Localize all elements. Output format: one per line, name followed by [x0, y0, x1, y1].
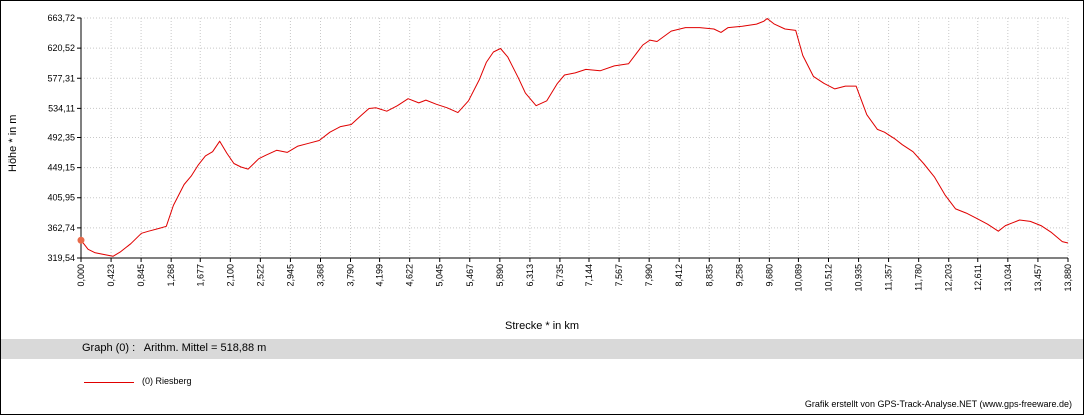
y-tick-label: 577,31 — [47, 73, 75, 83]
x-tick-label: 12,203 — [944, 264, 954, 292]
x-tick-label: 3,790 — [346, 264, 356, 287]
series-layer — [77, 18, 1069, 257]
grid-layer — [80, 17, 1069, 259]
x-tick-label: 2,522 — [255, 264, 265, 287]
y-tick-label: 319,54 — [47, 253, 75, 263]
x-tick-label: 5,467 — [465, 264, 475, 287]
x-tick-label: 7,990 — [644, 264, 654, 287]
axis-layer — [77, 17, 1069, 262]
stats-text: Graph (0) : Arithm. Mittel = 518,88 m — [82, 342, 267, 354]
x-tick-label: 4,199 — [375, 264, 385, 287]
x-tick-label: 10,935 — [854, 264, 864, 292]
x-tick-label: 12,611 — [973, 264, 983, 291]
legend-swatch — [84, 382, 134, 383]
y-tick-label: 362,74 — [47, 223, 75, 233]
x-tick-label: 8,412 — [674, 264, 684, 287]
x-tick-label: 2,945 — [285, 264, 295, 287]
x-tick-label: 5,045 — [435, 264, 445, 287]
x-tick-label: 4,622 — [405, 264, 415, 287]
x-tick-label: 1,677 — [195, 264, 205, 287]
x-tick-label: 2,100 — [225, 264, 235, 287]
y-tick-label: 405,95 — [47, 193, 75, 203]
x-tick-label: 0,423 — [106, 264, 116, 287]
x-tick-label: 13,457 — [1033, 264, 1043, 292]
x-tick-label: 7,144 — [584, 264, 594, 287]
x-tick-label: 13,034 — [1003, 264, 1013, 292]
x-tick-label: 10,089 — [793, 264, 803, 292]
x-tick-label: 3,368 — [315, 264, 325, 287]
x-tick-label: 6,313 — [525, 264, 535, 287]
tick-labels: 319,54 362,74 405,95 449,15 492,35 534,11 577,… — [47, 13, 1073, 292]
y-axis-label: Höhe * in m — [7, 114, 19, 172]
x-tick-label: 11,780 — [914, 264, 924, 291]
x-tick-label: 6,735 — [555, 264, 565, 287]
x-tick-label: 9,680 — [764, 264, 774, 287]
x-tick-label: 5,890 — [495, 264, 505, 287]
stats-bar: Graph (0) : Arithm. Mittel = 518,88 m — [1, 339, 1083, 359]
x-tick-label: 13,880 — [1063, 264, 1073, 292]
y-tick-label: 449,15 — [47, 163, 75, 173]
x-tick-label: 7,567 — [614, 264, 624, 287]
x-tick-label: 0,000 — [76, 264, 86, 287]
x-tick-label: 0,845 — [136, 264, 146, 287]
x-tick-label: 10,512 — [824, 264, 834, 292]
x-axis-label: Strecke * in km — [505, 320, 579, 332]
x-tick-label: 9,258 — [734, 264, 744, 287]
start-marker — [77, 236, 85, 244]
y-tick-label: 492,35 — [47, 132, 75, 142]
x-tick-label: 1,268 — [166, 264, 176, 287]
y-tick-label: 663,72 — [47, 13, 75, 23]
x-tick-label: 11,357 — [884, 264, 894, 291]
series-line — [80, 18, 1069, 257]
legend-label: (0) Riesberg — [142, 376, 192, 386]
x-tick-label: 8,835 — [704, 264, 714, 287]
credit-text: Grafik erstellt von GPS-Track-Analyse.NE… — [804, 399, 1072, 409]
y-tick-label: 620,52 — [47, 43, 75, 53]
y-tick-label: 534,11 — [48, 103, 75, 113]
